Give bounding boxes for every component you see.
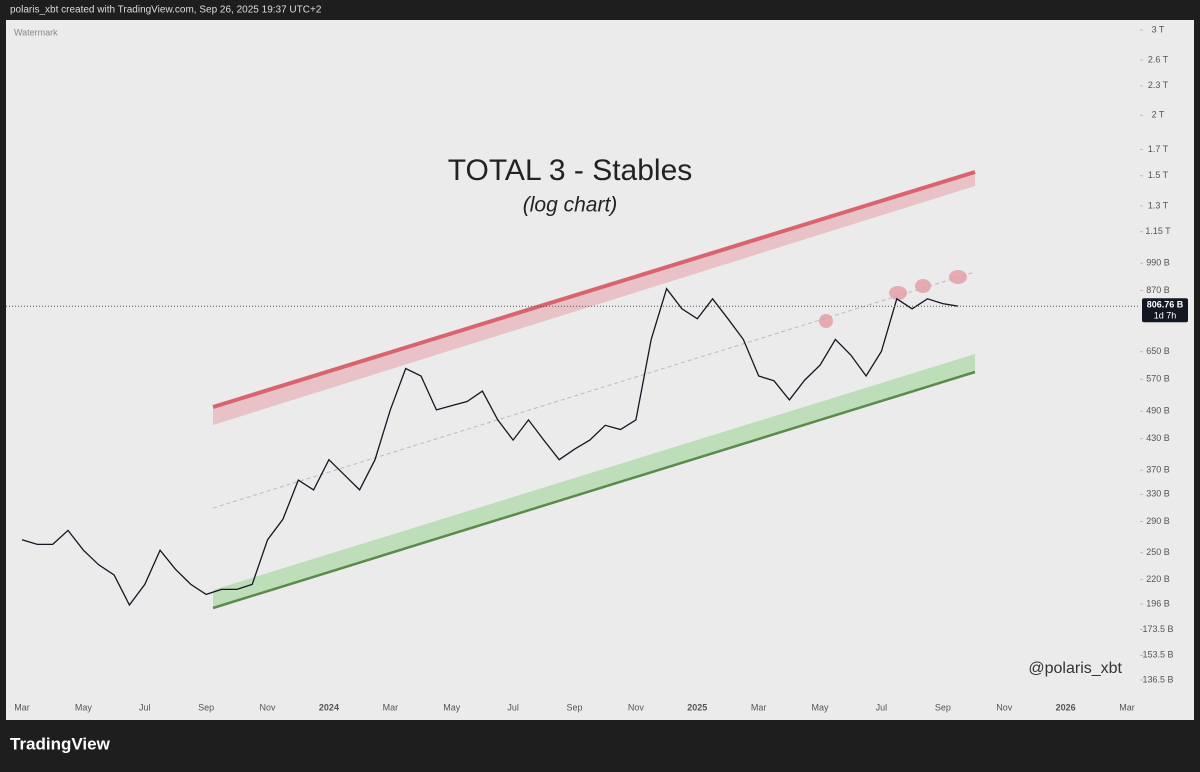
x-tick-label: Sep [566,702,582,712]
countdown: 1d 7h [1154,311,1177,321]
x-tick-label: Mar [1119,702,1135,712]
y-tick-label: 1.5 T [1148,170,1169,180]
x-tick-label: Nov [628,702,645,712]
x-tick-label: 2025 [687,702,707,712]
y-tick-label: 196 B [1146,598,1170,608]
y-tick-label: 870 B [1146,285,1170,295]
y-tick-label: 136.5 B [1142,674,1173,684]
annotation: @polaris_xbt [1028,660,1122,677]
y-tick-label: 1.3 T [1148,200,1169,210]
footer: TradingView [10,734,111,753]
x-tick-label: May [443,702,461,712]
y-tick-label: 570 B [1146,374,1170,384]
y-tick-label: 2.3 T [1148,80,1169,90]
y-tick-label: 650 B [1146,346,1170,356]
resistance-band [213,172,975,425]
x-tick-label: 2024 [319,702,339,712]
y-tick-label: 250 B [1146,547,1170,557]
x-tick-label: Nov [260,702,277,712]
x-tick-label: Mar [14,702,30,712]
watermark: Watermark [14,27,58,37]
chart-title: TOTAL 3 - Stables [448,154,693,187]
price-line [21,287,959,607]
x-tick-label: Jul [876,702,888,712]
x-tick-label: Sep [198,702,214,712]
y-tick-label: 290 B [1146,516,1170,526]
y-tick-label: 1.7 T [1148,144,1169,154]
header: polaris_xbt created with TradingView.com… [10,5,322,16]
x-tick-label: Sep [935,702,951,712]
y-tick-label: 2.6 T [1148,54,1169,64]
chart-subtitle: (log chart) [523,194,618,217]
price-tag [1142,298,1188,323]
x-tick-label: 2026 [1056,702,1076,712]
support-band [213,354,975,608]
highlight [949,270,967,284]
chart-background [6,20,1194,720]
x-tick-label: May [812,702,830,712]
highlight [819,314,833,328]
y-tick-label: 330 B [1146,489,1170,499]
y-tick-label: 173.5 B [1142,624,1173,634]
y-tick-label: 990 B [1146,258,1170,268]
y-tick-label: 370 B [1146,465,1170,475]
support-line [212,370,976,610]
x-tick-label: Mar [751,702,767,712]
y-tick-label: 2 T [1152,110,1165,120]
resistance-line [212,170,976,409]
y-tick-label: 153.5 B [1142,650,1173,660]
y-tick-label: 430 B [1146,433,1170,443]
highlight [889,286,907,300]
price-tag-label: 806.76 B [1147,300,1184,310]
y-tick-label: 3 T [1152,24,1165,34]
y-tick-label: 490 B [1146,406,1170,416]
y-tick-label: 220 B [1146,574,1170,584]
x-tick-label: Mar [383,702,399,712]
highlight [915,279,931,293]
x-tick-label: Jul [139,702,151,712]
x-tick-label: May [75,702,93,712]
x-tick-label: Nov [996,702,1013,712]
x-tick-label: Jul [507,702,519,712]
y-tick-label: 1.15 T [1145,226,1171,236]
highlights [819,270,967,328]
